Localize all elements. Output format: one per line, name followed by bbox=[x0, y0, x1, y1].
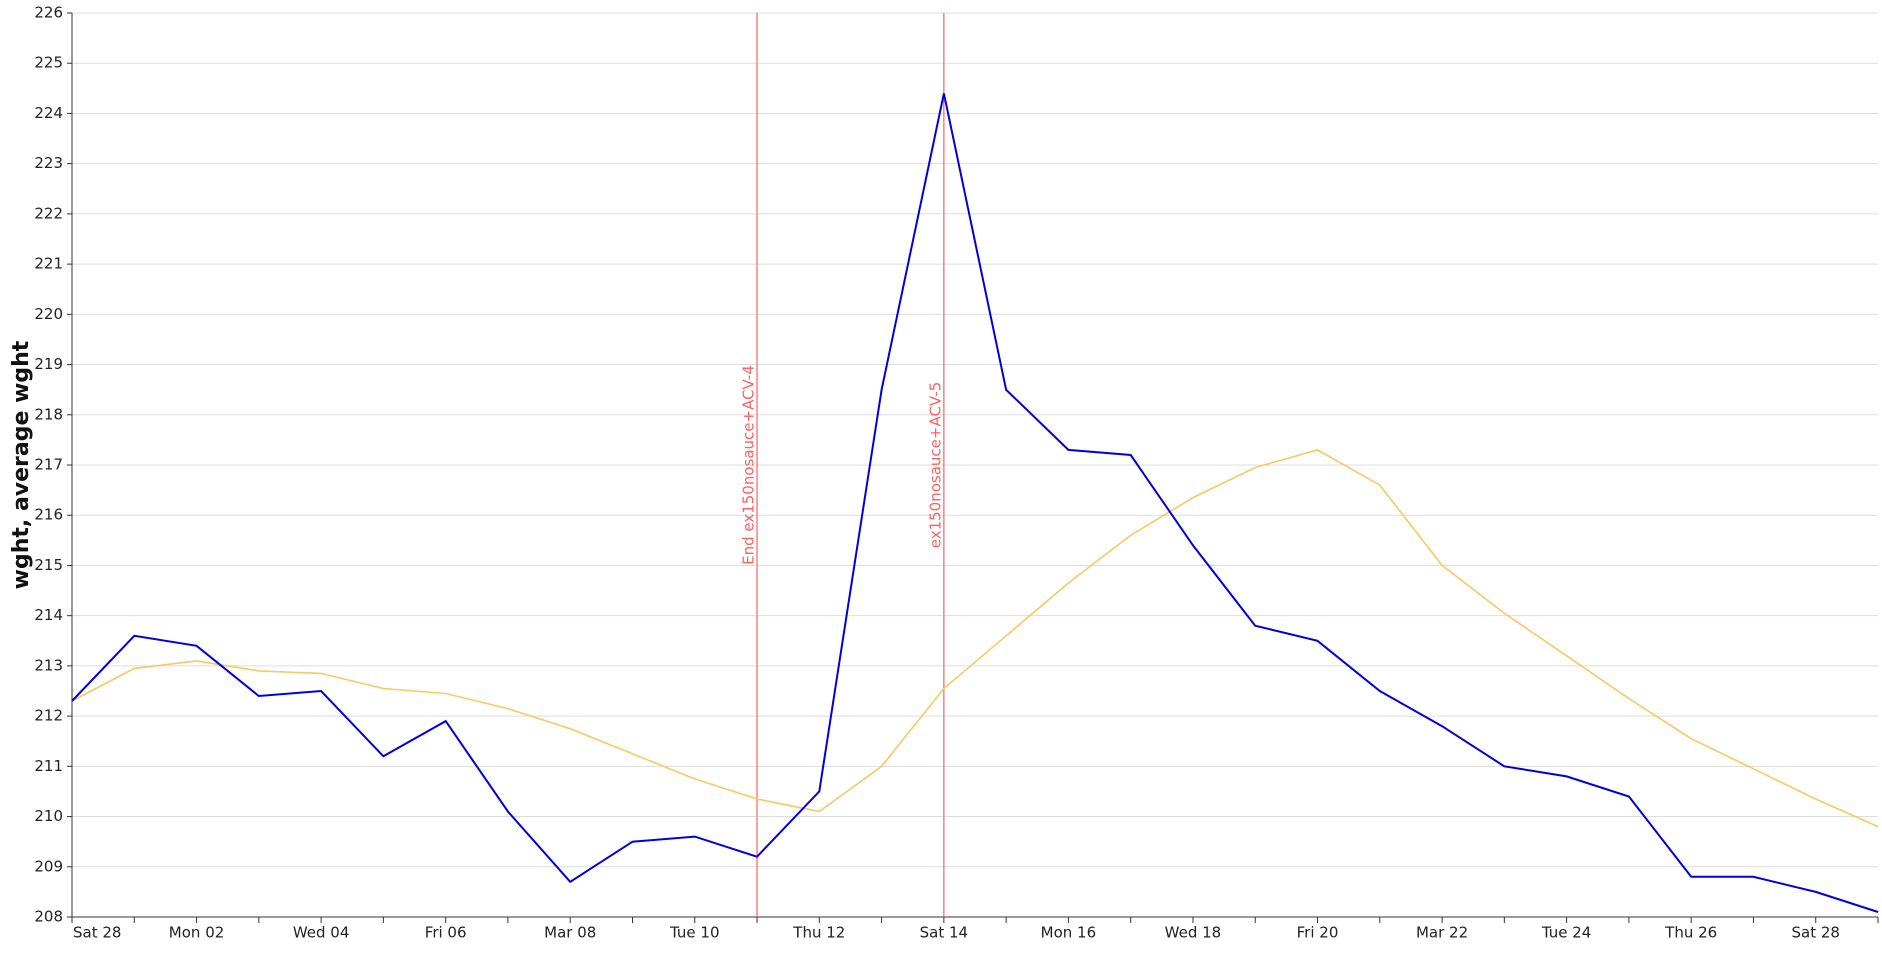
series-line bbox=[71, 93, 1879, 913]
y-tick-label: 224 bbox=[34, 104, 63, 122]
x-tick-label: Sat 28 bbox=[73, 924, 121, 942]
x-tick-label: Sat 14 bbox=[920, 924, 968, 942]
x-tick-label: Mon 02 bbox=[169, 924, 224, 942]
y-tick-label: 212 bbox=[34, 707, 63, 725]
x-tick-label: Fri 20 bbox=[1297, 924, 1339, 942]
y-tick-label: 225 bbox=[34, 54, 63, 72]
y-tick-label: 211 bbox=[34, 757, 63, 775]
x-tick-label: Tue 24 bbox=[1541, 924, 1591, 942]
y-tick-label: 214 bbox=[34, 606, 63, 624]
y-tick-label: 222 bbox=[34, 204, 63, 222]
y-tick-label: 219 bbox=[34, 355, 63, 373]
y-tick-label: 216 bbox=[34, 506, 63, 524]
x-tick-label: Wed 18 bbox=[1165, 924, 1222, 942]
x-tick-label: Tue 10 bbox=[669, 924, 719, 942]
series-line bbox=[71, 449, 1879, 828]
x-tick-label: Mon 16 bbox=[1041, 924, 1096, 942]
x-tick-label: Thu 12 bbox=[792, 924, 845, 942]
x-tick-label: Mar 22 bbox=[1416, 924, 1468, 942]
x-tick-label: Wed 04 bbox=[293, 924, 350, 942]
x-tick-label: Mar 08 bbox=[544, 924, 596, 942]
y-tick-label: 213 bbox=[34, 656, 63, 674]
y-tick-label: 208 bbox=[34, 908, 63, 926]
annotation-label: ex150nosauce+ACV-5 bbox=[926, 382, 944, 549]
y-tick-label: 215 bbox=[34, 556, 63, 574]
y-tick-label: 226 bbox=[34, 4, 63, 22]
y-tick-label: 209 bbox=[34, 857, 63, 875]
x-tick-label: Sat 28 bbox=[1791, 924, 1839, 942]
y-tick-label: 221 bbox=[34, 255, 63, 273]
y-tick-label: 220 bbox=[34, 305, 63, 323]
annotation-label: End ex150nosauce+ACV-4 bbox=[740, 365, 758, 565]
y-tick-label: 217 bbox=[34, 456, 63, 474]
y-tick-label: 210 bbox=[34, 807, 63, 825]
x-tick-label: Thu 26 bbox=[1664, 924, 1717, 942]
y-tick-label: 218 bbox=[34, 405, 63, 423]
y-axis-label: wght, average wght bbox=[9, 340, 34, 589]
x-tick-label: Fri 06 bbox=[425, 924, 467, 942]
y-tick-label: 223 bbox=[34, 154, 63, 172]
